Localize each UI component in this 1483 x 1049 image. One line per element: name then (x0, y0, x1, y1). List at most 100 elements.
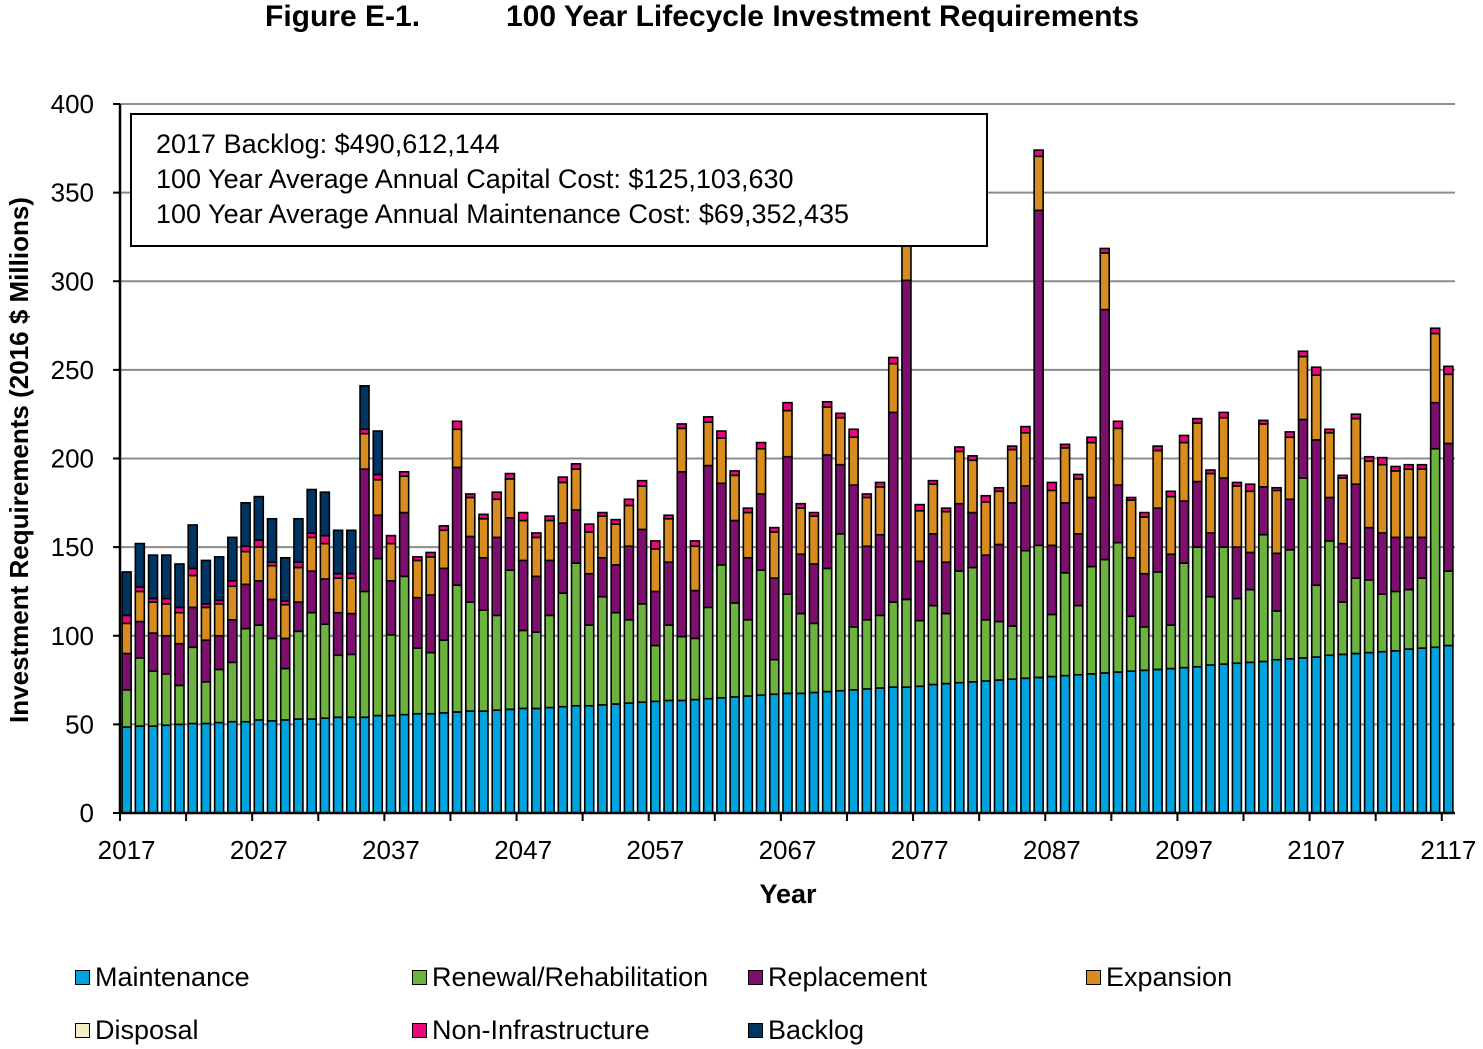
bar-segment-maintenance-2051 (570, 704, 582, 814)
bar-segment-replacement-2022 (187, 606, 198, 649)
bar-segment-maintenance-2074 (874, 687, 886, 814)
bar-segment-expansion-2053 (597, 515, 608, 559)
bar-segment-expansion-2081 (967, 459, 978, 514)
chart-title: 100 Year Lifecycle Investment Requiremen… (506, 0, 1140, 33)
bar-segment-expansion-2040 (425, 556, 436, 596)
bar-segment-renewal-rehabilitation-2067 (782, 593, 793, 695)
bar-segment-renewal-rehabilitation-2104 (1271, 610, 1282, 661)
y-tick-label: 0 (80, 798, 94, 828)
bar-segment-replacement-2051 (570, 509, 582, 564)
bar-segment-expansion-2020 (160, 603, 172, 637)
bar-segment-expansion-2035 (359, 432, 370, 470)
bar-segment-replacement-2098 (1191, 480, 1203, 548)
y-tick-label: 350 (51, 178, 94, 208)
bar-segment-expansion-2054 (610, 523, 621, 566)
bar-segment-maintenance-2047 (517, 707, 529, 814)
bar-segment-non-infrastructure-2085 (1020, 425, 1031, 434)
bar-segment-non-infrastructure-2088 (1059, 443, 1071, 449)
bar-segment-renewal-rehabilitation-2074 (874, 614, 886, 689)
bar-segment-renewal-rehabilitation-2038 (398, 575, 410, 716)
bar-segment-expansion-2078 (927, 483, 939, 535)
bar-segment-replacement-2112 (1377, 532, 1388, 595)
bar-segment-renewal-rehabilitation-2027 (253, 624, 265, 721)
bar-segment-expansion-2103 (1258, 423, 1269, 488)
bar-segment-expansion-2079 (940, 510, 952, 563)
bar-segment-maintenance-2084 (1006, 678, 1018, 814)
bar-segment-non-infrastructure-2077 (914, 503, 925, 512)
bar-segment-maintenance-2094 (1139, 669, 1150, 814)
bar-segment-replacement-2050 (557, 522, 569, 595)
x-tick-label: 2117 (1420, 835, 1476, 865)
backlog-annotation: 2017 Backlog: $490,612,144 (156, 129, 500, 159)
bar-segment-backlog-2019 (147, 554, 159, 600)
bar-segment-backlog-2030 (293, 517, 304, 563)
legend-swatch (412, 970, 427, 985)
y-tick-label: 250 (51, 355, 94, 385)
bar-segment-renewal-rehabilitation-2049 (544, 614, 555, 709)
legend-label: Backlog (768, 1015, 865, 1045)
bar-segment-renewal-rehabilitation-2092 (1112, 541, 1124, 673)
bar-segment-renewal-rehabilitation-2087 (1046, 613, 1058, 678)
bar-segment-replacement-2094 (1139, 572, 1150, 628)
bar-segment-expansion-2111 (1363, 460, 1375, 529)
bar-segment-replacement-2088 (1059, 502, 1071, 574)
bar-segment-non-infrastructure-2104 (1271, 486, 1282, 492)
bar-segment-renewal-rehabilitation-2068 (795, 612, 807, 695)
bar-segment-backlog-2028 (266, 517, 278, 563)
bar-segment-maintenance-2082 (980, 680, 992, 814)
bar-segment-renewal-rehabilitation-2106 (1297, 477, 1309, 659)
x-tick-label: 2097 (1155, 835, 1213, 865)
bar-segment-expansion-2063 (729, 474, 740, 522)
annotation-box: 2017 Backlog: $490,612,144 100 Year Aver… (130, 113, 988, 247)
bar-segment-maintenance-2086 (1033, 676, 1044, 814)
bar-segment-renewal-rehabilitation-2098 (1191, 546, 1203, 668)
bar-segment-expansion-2102 (1244, 490, 1256, 554)
bars (121, 149, 1454, 814)
bar-segment-replacement-2097 (1178, 500, 1190, 564)
bar-segment-replacement-2082 (980, 554, 992, 621)
bar-segment-expansion-2042 (451, 428, 463, 469)
bar-segment-replacement-2113 (1390, 536, 1401, 593)
bar-segment-expansion-2033 (332, 577, 344, 614)
bar-segment-renewal-rehabilitation-2117 (1443, 570, 1454, 647)
bar-segment-renewal-rehabilitation-2065 (755, 569, 767, 696)
bar-segment-non-infrastructure-2093 (1125, 496, 1137, 501)
bar-segment-maintenance-2103 (1258, 660, 1269, 814)
bar-segment-renewal-rehabilitation-2111 (1363, 579, 1375, 654)
bar-segment-maintenance-2116 (1429, 646, 1441, 814)
bar-segment-expansion-2100 (1218, 416, 1229, 479)
legend-swatch (75, 1023, 90, 1038)
bar-segment-expansion-2117 (1443, 373, 1454, 445)
bar-segment-replacement-2039 (412, 596, 423, 649)
bar-segment-renewal-rehabilitation-2031 (306, 611, 317, 720)
bar-segment-non-infrastructure-2067 (782, 401, 793, 412)
bar-segment-replacement-2115 (1416, 536, 1428, 579)
bar-segment-maintenance-2043 (464, 710, 476, 814)
bar-segment-replacement-2077 (914, 560, 925, 622)
x-tick-label: 2047 (494, 835, 552, 865)
bar-segment-expansion-2086 (1033, 155, 1044, 212)
bar-segment-expansion-2115 (1416, 468, 1428, 539)
bar-segment-renewal-rehabilitation-2048 (531, 631, 542, 710)
bar-segment-expansion-2059 (676, 427, 688, 473)
bar-segment-renewal-rehabilitation-2110 (1350, 577, 1362, 655)
bar-segment-non-infrastructure-2040 (425, 551, 436, 558)
bar-segment-expansion-2065 (755, 447, 767, 495)
bar-segment-maintenance-2054 (610, 703, 621, 814)
bar-segment-maintenance-2025 (227, 720, 238, 814)
bar-segment-expansion-2098 (1191, 422, 1203, 483)
bar-segment-replacement-2041 (438, 567, 450, 641)
bar-segment-non-infrastructure-2086 (1033, 149, 1044, 158)
bar-segment-replacement-2059 (676, 470, 688, 638)
bar-segment-maintenance-2019 (147, 725, 159, 814)
bar-segment-maintenance-2078 (927, 683, 939, 814)
bar-segment-renewal-rehabilitation-2070 (821, 567, 833, 693)
bar-segment-renewal-rehabilitation-2021 (174, 684, 185, 726)
bar-segment-replacement-2046 (504, 517, 516, 571)
bar-segment-non-infrastructure-2038 (398, 470, 410, 478)
bar-segment-expansion-2058 (663, 517, 674, 563)
legend-label: Non-Infrastructure (432, 1015, 650, 1045)
bar-segment-replacement-2030 (293, 601, 304, 633)
bar-segment-replacement-2056 (636, 528, 648, 605)
legend-item-backlog: Backlog (748, 1015, 864, 1046)
